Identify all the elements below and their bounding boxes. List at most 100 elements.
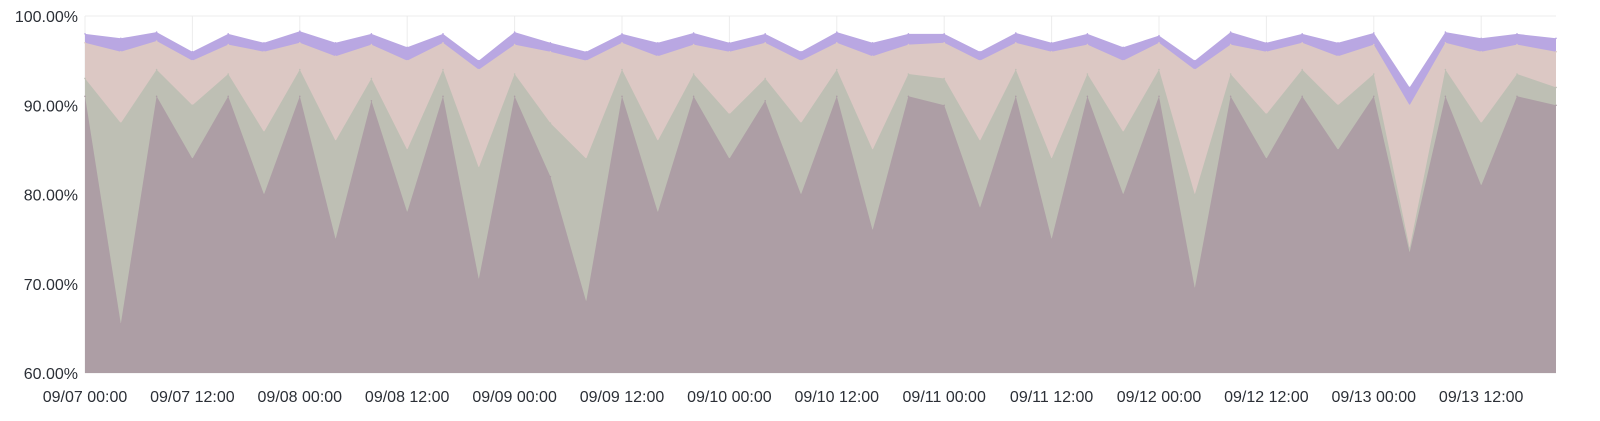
data-point <box>1373 95 1375 98</box>
data-point <box>549 50 552 53</box>
data-point <box>764 77 766 80</box>
areas <box>84 30 1557 374</box>
data-point <box>478 166 480 169</box>
data-point <box>585 50 587 53</box>
x-tick-label: 09/12 00:00 <box>1117 389 1202 406</box>
data-point <box>1516 73 1518 75</box>
data-point <box>1122 46 1124 49</box>
data-point <box>513 31 516 33</box>
data-point <box>1265 113 1268 115</box>
data-point <box>406 59 409 62</box>
data-point <box>1408 247 1411 249</box>
data-point <box>585 158 587 160</box>
data-point <box>299 41 301 44</box>
x-tick-label: 09/10 00:00 <box>687 389 772 406</box>
data-point <box>1086 95 1089 98</box>
data-point <box>836 68 838 71</box>
data-point <box>442 95 444 98</box>
data-point <box>442 68 444 71</box>
y-tick-label: 60.00% <box>24 366 78 383</box>
data-point <box>1050 41 1053 44</box>
data-point <box>370 33 373 35</box>
data-point <box>299 95 301 98</box>
data-point <box>943 104 945 107</box>
data-point <box>549 122 552 124</box>
data-point <box>871 55 874 57</box>
y-tick-label: 90.00% <box>24 98 78 115</box>
data-point <box>478 59 480 62</box>
data-point <box>370 43 373 46</box>
data-point <box>1301 33 1303 35</box>
data-point <box>84 41 86 44</box>
data-point <box>1337 55 1339 57</box>
data-point <box>1555 37 1557 40</box>
data-point <box>1015 68 1017 71</box>
data-point <box>406 149 409 151</box>
data-point <box>299 30 301 32</box>
data-point <box>1444 41 1447 44</box>
data-point <box>1337 41 1339 44</box>
data-point <box>155 31 158 33</box>
data-point <box>728 41 731 44</box>
x-tick-label: 09/11 12:00 <box>1010 389 1093 406</box>
data-point <box>621 68 623 71</box>
data-point <box>943 33 945 35</box>
data-point <box>657 211 659 214</box>
data-point <box>1444 68 1447 71</box>
data-point <box>728 50 731 53</box>
data-point <box>585 300 587 303</box>
data-point <box>764 99 766 102</box>
data-point <box>621 41 623 44</box>
data-point <box>1265 50 1268 53</box>
data-point <box>979 140 981 142</box>
data-point <box>155 95 158 98</box>
area-series-3 <box>85 96 1556 374</box>
data-point <box>1301 68 1303 71</box>
data-point <box>1444 95 1447 98</box>
data-point <box>800 193 802 196</box>
data-point <box>442 33 444 35</box>
data-point <box>1229 43 1232 46</box>
data-point <box>907 43 910 46</box>
data-point <box>478 68 480 71</box>
data-point <box>1337 149 1339 151</box>
data-point <box>1050 238 1053 240</box>
data-point <box>1555 104 1557 107</box>
data-point <box>1194 59 1196 62</box>
data-point <box>227 73 229 75</box>
data-point <box>728 113 731 115</box>
x-tick-label: 09/13 12:00 <box>1439 389 1524 406</box>
data-point <box>979 59 981 62</box>
data-point <box>334 41 337 44</box>
data-point <box>334 140 337 142</box>
data-point <box>1194 193 1196 196</box>
data-point <box>1408 104 1411 107</box>
y-tick-label: 100.00% <box>15 9 78 26</box>
y-axis: 60.00% 70.00% 80.00% 90.00% 100.00% <box>15 9 78 383</box>
x-tick-label: 09/07 00:00 <box>43 389 128 406</box>
data-point <box>1050 158 1053 160</box>
data-point <box>263 193 265 196</box>
data-point <box>549 175 552 178</box>
data-point <box>406 46 409 49</box>
x-tick-label: 09/12 12:00 <box>1224 389 1309 406</box>
data-point <box>84 77 86 80</box>
x-axis: 09/07 00:00 09/07 12:00 09/08 00:00 09/08 1… <box>43 389 1524 406</box>
x-tick-label: 09/13 00:00 <box>1332 389 1417 406</box>
data-point <box>370 77 373 80</box>
x-tick-label: 09/08 12:00 <box>365 389 450 406</box>
data-point <box>263 50 265 53</box>
data-point <box>513 95 516 98</box>
data-point <box>1301 95 1303 98</box>
data-point <box>334 238 337 240</box>
data-point <box>1373 32 1375 34</box>
data-point <box>263 41 265 44</box>
data-point <box>1229 31 1232 33</box>
data-point <box>1194 68 1196 71</box>
data-point <box>191 50 194 53</box>
x-tick-label: 09/09 00:00 <box>472 389 557 406</box>
data-point <box>871 229 874 231</box>
data-point <box>1444 31 1447 33</box>
data-point <box>120 122 122 124</box>
